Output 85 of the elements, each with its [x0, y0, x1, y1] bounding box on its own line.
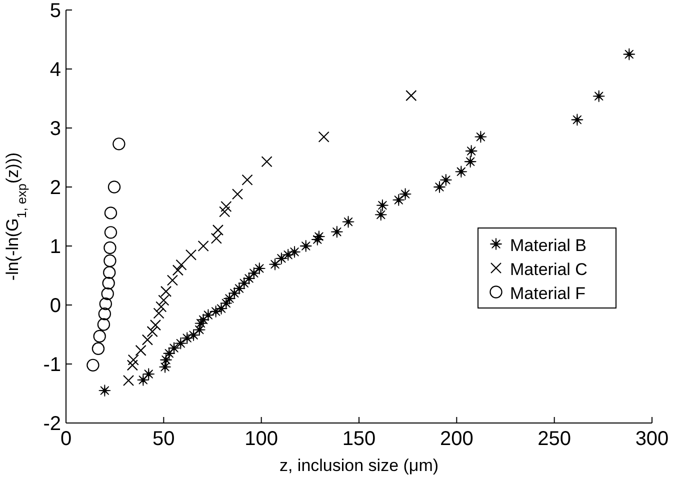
point	[86, 358, 100, 372]
point	[210, 232, 222, 244]
point	[153, 308, 164, 319]
point	[300, 240, 312, 252]
point	[464, 156, 476, 168]
x-tick-label: 50	[152, 428, 175, 450]
point	[128, 354, 139, 366]
point	[330, 226, 343, 238]
point	[399, 188, 412, 200]
point	[146, 326, 158, 338]
point	[434, 181, 446, 193]
point	[318, 131, 330, 142]
point	[198, 240, 209, 252]
point	[220, 200, 232, 212]
point	[101, 287, 114, 300]
point	[168, 342, 180, 354]
point	[112, 138, 126, 150]
point	[122, 374, 134, 386]
point	[97, 318, 110, 331]
point	[142, 334, 154, 346]
point	[392, 194, 405, 206]
point	[160, 286, 172, 297]
point	[623, 48, 636, 60]
point	[253, 262, 266, 274]
point	[174, 337, 187, 350]
legend-label: Material C	[510, 260, 588, 279]
point	[219, 206, 230, 218]
point	[104, 226, 118, 239]
y-tick-label: -1	[43, 354, 61, 376]
point	[232, 188, 244, 200]
x-tick-label: 300	[635, 428, 669, 450]
point	[376, 199, 388, 212]
x-tick-label: 100	[244, 428, 278, 450]
y-tick-label: 5	[50, 0, 61, 22]
point	[313, 230, 325, 243]
point	[242, 174, 253, 186]
point	[474, 130, 487, 143]
point	[150, 320, 162, 331]
point	[166, 274, 178, 286]
point	[93, 330, 106, 343]
point	[135, 344, 146, 356]
point	[102, 276, 115, 290]
point	[160, 354, 172, 366]
point	[592, 90, 605, 102]
point	[440, 174, 452, 186]
point	[342, 216, 354, 228]
point	[104, 241, 116, 254]
point	[202, 309, 214, 321]
y-tick-label: 0	[50, 295, 61, 317]
point	[99, 297, 112, 310]
point	[158, 294, 170, 306]
point	[103, 266, 116, 279]
y-tick-label: 4	[50, 59, 61, 81]
point	[455, 166, 468, 178]
point	[176, 259, 187, 270]
y-tick-label: 2	[50, 177, 61, 199]
legend-label: Material B	[510, 236, 587, 255]
point	[193, 324, 206, 336]
point	[104, 206, 118, 220]
y-tick-label: -2	[43, 413, 61, 435]
point	[185, 249, 197, 260]
point	[108, 180, 121, 194]
point	[104, 254, 116, 268]
point	[261, 156, 272, 168]
point	[465, 145, 478, 157]
point	[98, 308, 112, 320]
point	[406, 90, 417, 102]
point	[212, 224, 224, 236]
y-tick-label: 3	[50, 118, 61, 140]
point	[156, 301, 167, 312]
point	[126, 360, 138, 371]
point	[92, 342, 105, 356]
x-axis-title: z, inclusion size (μm)	[279, 456, 439, 475]
point	[374, 208, 387, 221]
point	[571, 114, 584, 126]
legend-label: Material F	[510, 284, 586, 303]
point	[98, 384, 111, 396]
x-tick-label: 150	[342, 428, 376, 450]
y-tick-label: 1	[50, 236, 61, 258]
x-tick-label: 200	[440, 428, 474, 450]
point	[172, 264, 184, 276]
x-tick-label: 250	[538, 428, 572, 450]
point	[276, 252, 288, 264]
point	[142, 368, 155, 380]
point	[288, 246, 300, 258]
